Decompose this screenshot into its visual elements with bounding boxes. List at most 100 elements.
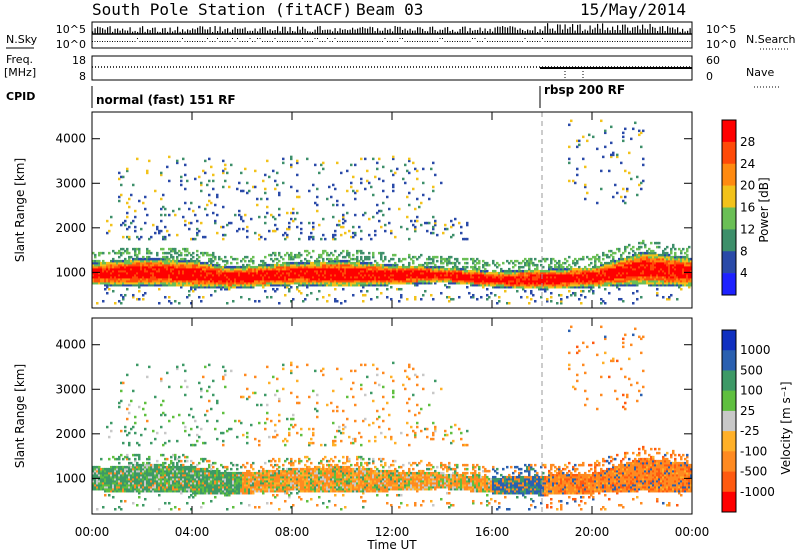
power-cell xyxy=(126,281,129,285)
power-cell xyxy=(298,195,301,199)
nsearch-dot xyxy=(259,38,261,39)
nsearch-dot xyxy=(459,41,461,42)
power-cell xyxy=(184,201,187,205)
power-cell xyxy=(116,283,119,287)
power-cell xyxy=(340,273,343,277)
power-cell xyxy=(576,283,579,287)
power-cell xyxy=(268,281,271,285)
power-cell xyxy=(618,283,621,287)
power-cell xyxy=(162,275,165,279)
power-cell xyxy=(434,277,437,281)
power-cell xyxy=(646,263,649,267)
power-cell xyxy=(144,269,147,273)
power-cell xyxy=(546,283,549,287)
power-cell xyxy=(564,285,567,289)
power-cell xyxy=(208,275,211,279)
power-cell xyxy=(632,283,635,287)
power-cell xyxy=(150,273,153,277)
power-cell xyxy=(236,229,239,233)
power-cell xyxy=(174,277,177,281)
power-cell xyxy=(222,279,225,283)
power-cell xyxy=(574,269,577,273)
power-cell xyxy=(336,199,339,203)
power-cell xyxy=(644,265,647,269)
power-cell xyxy=(350,261,353,265)
power-cell xyxy=(352,175,355,179)
power-cell xyxy=(420,223,423,227)
nsky-bar xyxy=(609,30,611,34)
power-cell xyxy=(248,259,251,263)
power-cell xyxy=(126,211,129,215)
power-cell xyxy=(438,269,441,273)
nsearch-dot xyxy=(642,41,643,42)
power-cell xyxy=(494,283,497,287)
power-cell xyxy=(644,257,647,261)
power-cell xyxy=(624,271,627,275)
power-cell xyxy=(482,277,485,281)
power-cell xyxy=(334,299,337,303)
power-cell xyxy=(250,257,253,261)
power-cell xyxy=(196,263,199,267)
power-cell xyxy=(354,277,357,281)
nsky-bar xyxy=(619,30,621,34)
power-cell xyxy=(652,253,655,257)
power-cell xyxy=(98,259,101,263)
power-cell xyxy=(160,259,163,263)
power-cell xyxy=(236,271,239,275)
power-cell xyxy=(284,275,287,279)
power-cell xyxy=(618,249,621,253)
power-cell xyxy=(288,263,291,267)
power-cell xyxy=(390,275,393,279)
power-cell xyxy=(104,263,107,267)
power-cell xyxy=(334,269,337,273)
power-cell xyxy=(134,265,137,269)
power-cell xyxy=(500,277,503,281)
nsky-bar xyxy=(589,25,591,34)
power-cell xyxy=(124,261,127,265)
power-cell xyxy=(594,275,597,279)
power-cell xyxy=(600,261,603,265)
power-cell xyxy=(108,283,111,287)
power-cell xyxy=(334,279,337,283)
power-cell xyxy=(302,277,305,281)
power-cell xyxy=(170,281,173,285)
power-cell xyxy=(240,281,243,285)
power-cell xyxy=(636,175,639,179)
power-cell xyxy=(190,275,193,279)
power-cell xyxy=(92,251,95,255)
power-cell xyxy=(216,195,219,199)
nsearch-dot xyxy=(514,41,516,42)
power-cell xyxy=(242,227,245,231)
power-cell xyxy=(522,287,525,291)
power-cell xyxy=(372,251,375,255)
power-cell xyxy=(126,271,129,275)
power-cell xyxy=(204,265,207,269)
power-cell xyxy=(192,237,195,241)
power-cell xyxy=(276,183,279,187)
power-cell xyxy=(368,271,371,275)
power-cell xyxy=(92,271,95,275)
power-cell xyxy=(392,155,395,159)
power-cell xyxy=(142,263,145,267)
power-cell xyxy=(598,255,601,259)
power-cell xyxy=(222,159,225,163)
nsearch-dot xyxy=(539,41,541,42)
power-cell xyxy=(534,269,537,273)
power-cell xyxy=(360,279,363,283)
power-cell xyxy=(154,261,157,265)
nsearch-dot xyxy=(534,41,536,42)
power-cell xyxy=(362,283,365,287)
power-cell xyxy=(422,279,425,283)
power-cell xyxy=(400,275,403,279)
power-cell xyxy=(162,261,165,265)
power-cell xyxy=(102,259,105,263)
power-cell xyxy=(172,209,175,213)
power-cell xyxy=(382,277,385,281)
power-cell xyxy=(276,261,279,265)
power-cell xyxy=(398,265,401,269)
power-cell xyxy=(340,271,343,275)
power-cell xyxy=(182,247,185,251)
power-cell xyxy=(484,279,487,283)
power-cell xyxy=(476,261,479,265)
nsky-bar xyxy=(664,31,666,34)
